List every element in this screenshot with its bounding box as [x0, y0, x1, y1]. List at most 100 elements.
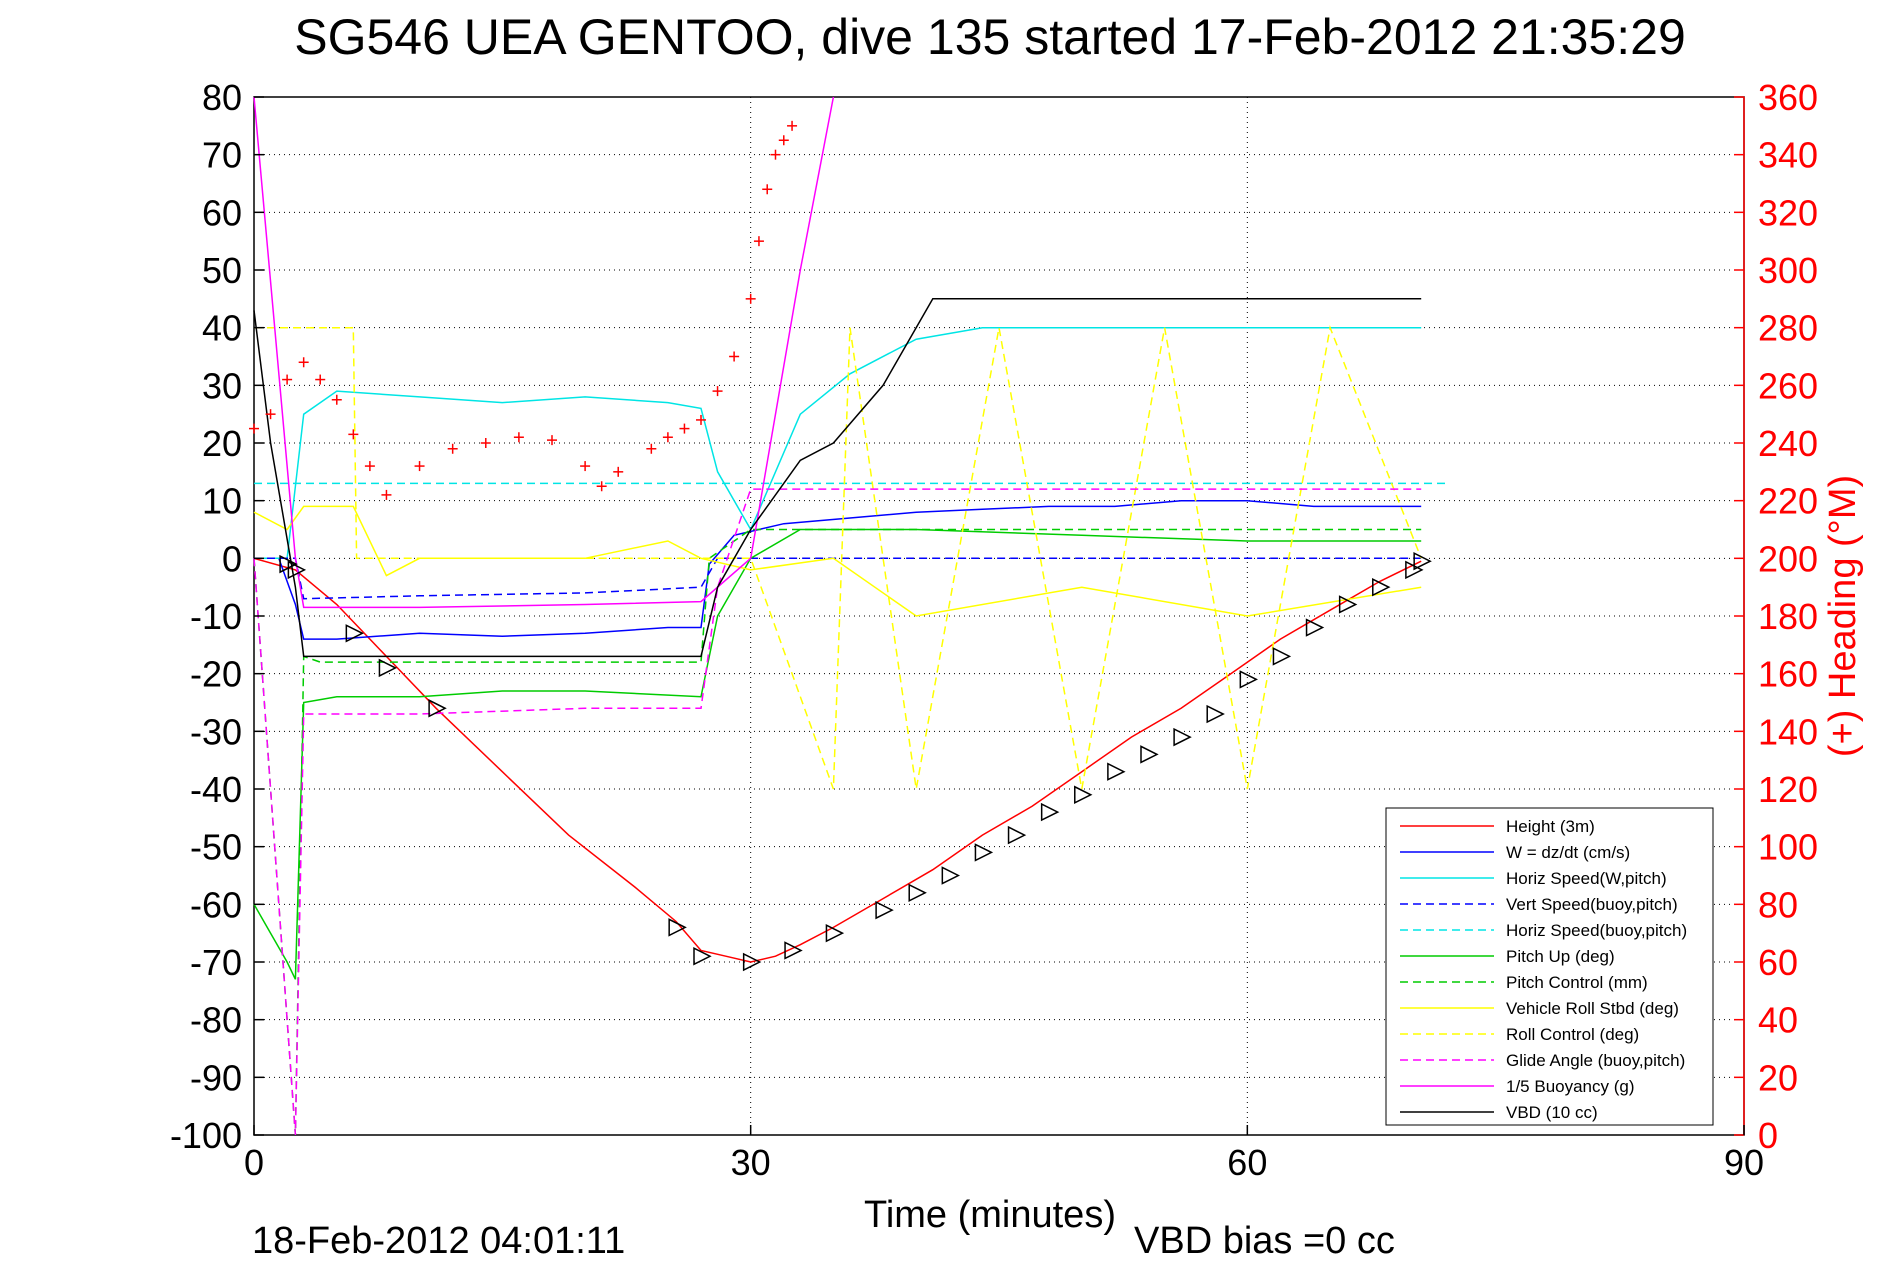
x-tick-label: 90	[1724, 1142, 1764, 1183]
legend-box	[1385, 807, 1714, 1126]
right-tick-label: 300	[1758, 250, 1818, 291]
right-tick-label: 260	[1758, 365, 1818, 406]
left-tick-label: -100	[170, 1115, 242, 1156]
heading-point	[662, 432, 673, 443]
right-tick-label: 60	[1758, 942, 1798, 983]
legend-label-9: Glide Angle (buoy,pitch)	[1506, 1051, 1685, 1070]
footer-date: 18-Feb-2012 04:01:11	[252, 1220, 625, 1262]
x-tick-label: 60	[1227, 1142, 1267, 1183]
glider-marker	[1305, 618, 1325, 637]
left-tick-label: -90	[190, 1057, 242, 1098]
x-axis: 0 30 60 90	[244, 1125, 1764, 1183]
left-tick-label: -40	[190, 769, 242, 810]
heading-point	[753, 236, 764, 247]
heading-point	[265, 409, 276, 420]
right-tick-label: 200	[1758, 538, 1818, 579]
left-tick-label: 80	[202, 77, 242, 118]
glider-marker	[1074, 785, 1093, 804]
heading-point	[249, 423, 259, 434]
heading-point	[778, 135, 789, 146]
heading-point	[331, 394, 342, 405]
glider-marker	[941, 866, 961, 885]
right-tick-label: 180	[1758, 596, 1818, 637]
series-line-0	[253, 557, 1422, 963]
series-line-11	[253, 298, 1422, 658]
heading-point	[762, 184, 773, 195]
heading-point	[596, 481, 607, 492]
right-tick-label: 320	[1758, 192, 1818, 233]
right-tick-label: 220	[1758, 481, 1818, 522]
right-tick-label: 120	[1758, 769, 1818, 810]
heading-point	[513, 432, 524, 443]
heading-point	[348, 429, 359, 440]
glider-marker	[1272, 647, 1292, 666]
left-tick-label: -60	[190, 884, 242, 925]
left-tick-label: -80	[190, 1000, 242, 1041]
heading-point	[787, 120, 798, 131]
x-tick-label: 30	[731, 1142, 771, 1183]
left-tick-label: 30	[202, 365, 242, 406]
left-tick-label: 0	[222, 538, 242, 579]
heading-point	[679, 423, 690, 434]
left-tick-label: -30	[190, 711, 242, 752]
right-tick-label: 160	[1758, 654, 1818, 695]
left-y-axis: 80 70 60 50 40 30 20 10 0 -10 -20 -30 -40 -50 -60 -70 -8…	[170, 77, 264, 1156]
heading-point	[646, 443, 657, 454]
glider-marker	[287, 560, 307, 580]
heading-point	[480, 438, 491, 448]
heading-point	[381, 489, 392, 500]
glider-marker	[1206, 704, 1225, 724]
glider-marker	[1040, 802, 1060, 822]
glider-marker	[742, 952, 762, 972]
glider-marker	[1372, 577, 1391, 597]
glider-marker	[378, 658, 398, 678]
glider-marker	[1007, 825, 1027, 845]
glider-marker	[345, 624, 365, 643]
glider-marker	[1140, 745, 1159, 764]
glider-marker	[974, 843, 994, 862]
heading-point	[696, 414, 706, 425]
right-tick-label: 280	[1758, 308, 1818, 349]
left-tick-label: 60	[202, 192, 242, 233]
series-line-8	[254, 324, 1422, 790]
legend-label-2: Horiz Speed(W,pitch)	[1506, 869, 1667, 888]
right-y-axis: 3603403203002802602402202001801601401201…	[1734, 77, 1818, 1156]
left-tick-label: 70	[202, 135, 242, 176]
glider-marker	[1107, 762, 1126, 781]
series-line-2	[254, 326, 1422, 560]
legend-label-7: Vehicle Roll Stbd (deg)	[1506, 999, 1679, 1018]
left-tick-label: -70	[190, 942, 242, 983]
left-tick-label: 10	[202, 481, 242, 522]
glider-marker	[875, 900, 894, 920]
glider-marker-layer	[279, 552, 1432, 972]
right-tick-label: 20	[1758, 1057, 1798, 1098]
left-tick-label: -20	[190, 654, 242, 695]
x-tick-label: 0	[244, 1142, 264, 1183]
heading-point	[282, 374, 293, 385]
heading-point	[364, 461, 375, 472]
legend: Height (3m) W = dz/dt (cm/s) Horiz Speed(W…	[1385, 807, 1714, 1126]
right-tick-label: 140	[1758, 711, 1818, 752]
glider-marker	[668, 918, 687, 937]
series-line-10	[253, 96, 835, 609]
glider-marker	[693, 947, 712, 966]
right-tick-label: 80	[1758, 884, 1798, 925]
heading-point	[712, 386, 723, 397]
glider-marker	[1173, 727, 1192, 747]
glider-marker	[428, 699, 447, 718]
series-line-9	[253, 488, 1422, 1136]
heading-layer	[249, 120, 798, 500]
left-tick-label: 20	[202, 423, 242, 464]
glider-marker	[1413, 552, 1432, 571]
heading-point	[729, 351, 740, 362]
heading-point	[315, 374, 326, 385]
glider-marker	[825, 923, 845, 943]
chart-title: SG546 UEA GENTOO, dive 135 started 17-Fe…	[294, 9, 1686, 65]
glider-marker	[1338, 595, 1358, 614]
heading-point	[580, 461, 591, 472]
right-tick-label: 0	[1758, 1115, 1778, 1156]
legend-label-11: VBD (10 cc)	[1506, 1103, 1598, 1122]
legend-label-5: Pitch Up (deg)	[1506, 947, 1615, 966]
legend-label-4: Horiz Speed(buoy,pitch)	[1506, 921, 1687, 940]
legend-label-10: 1/5 Buoyancy (g)	[1506, 1077, 1635, 1096]
